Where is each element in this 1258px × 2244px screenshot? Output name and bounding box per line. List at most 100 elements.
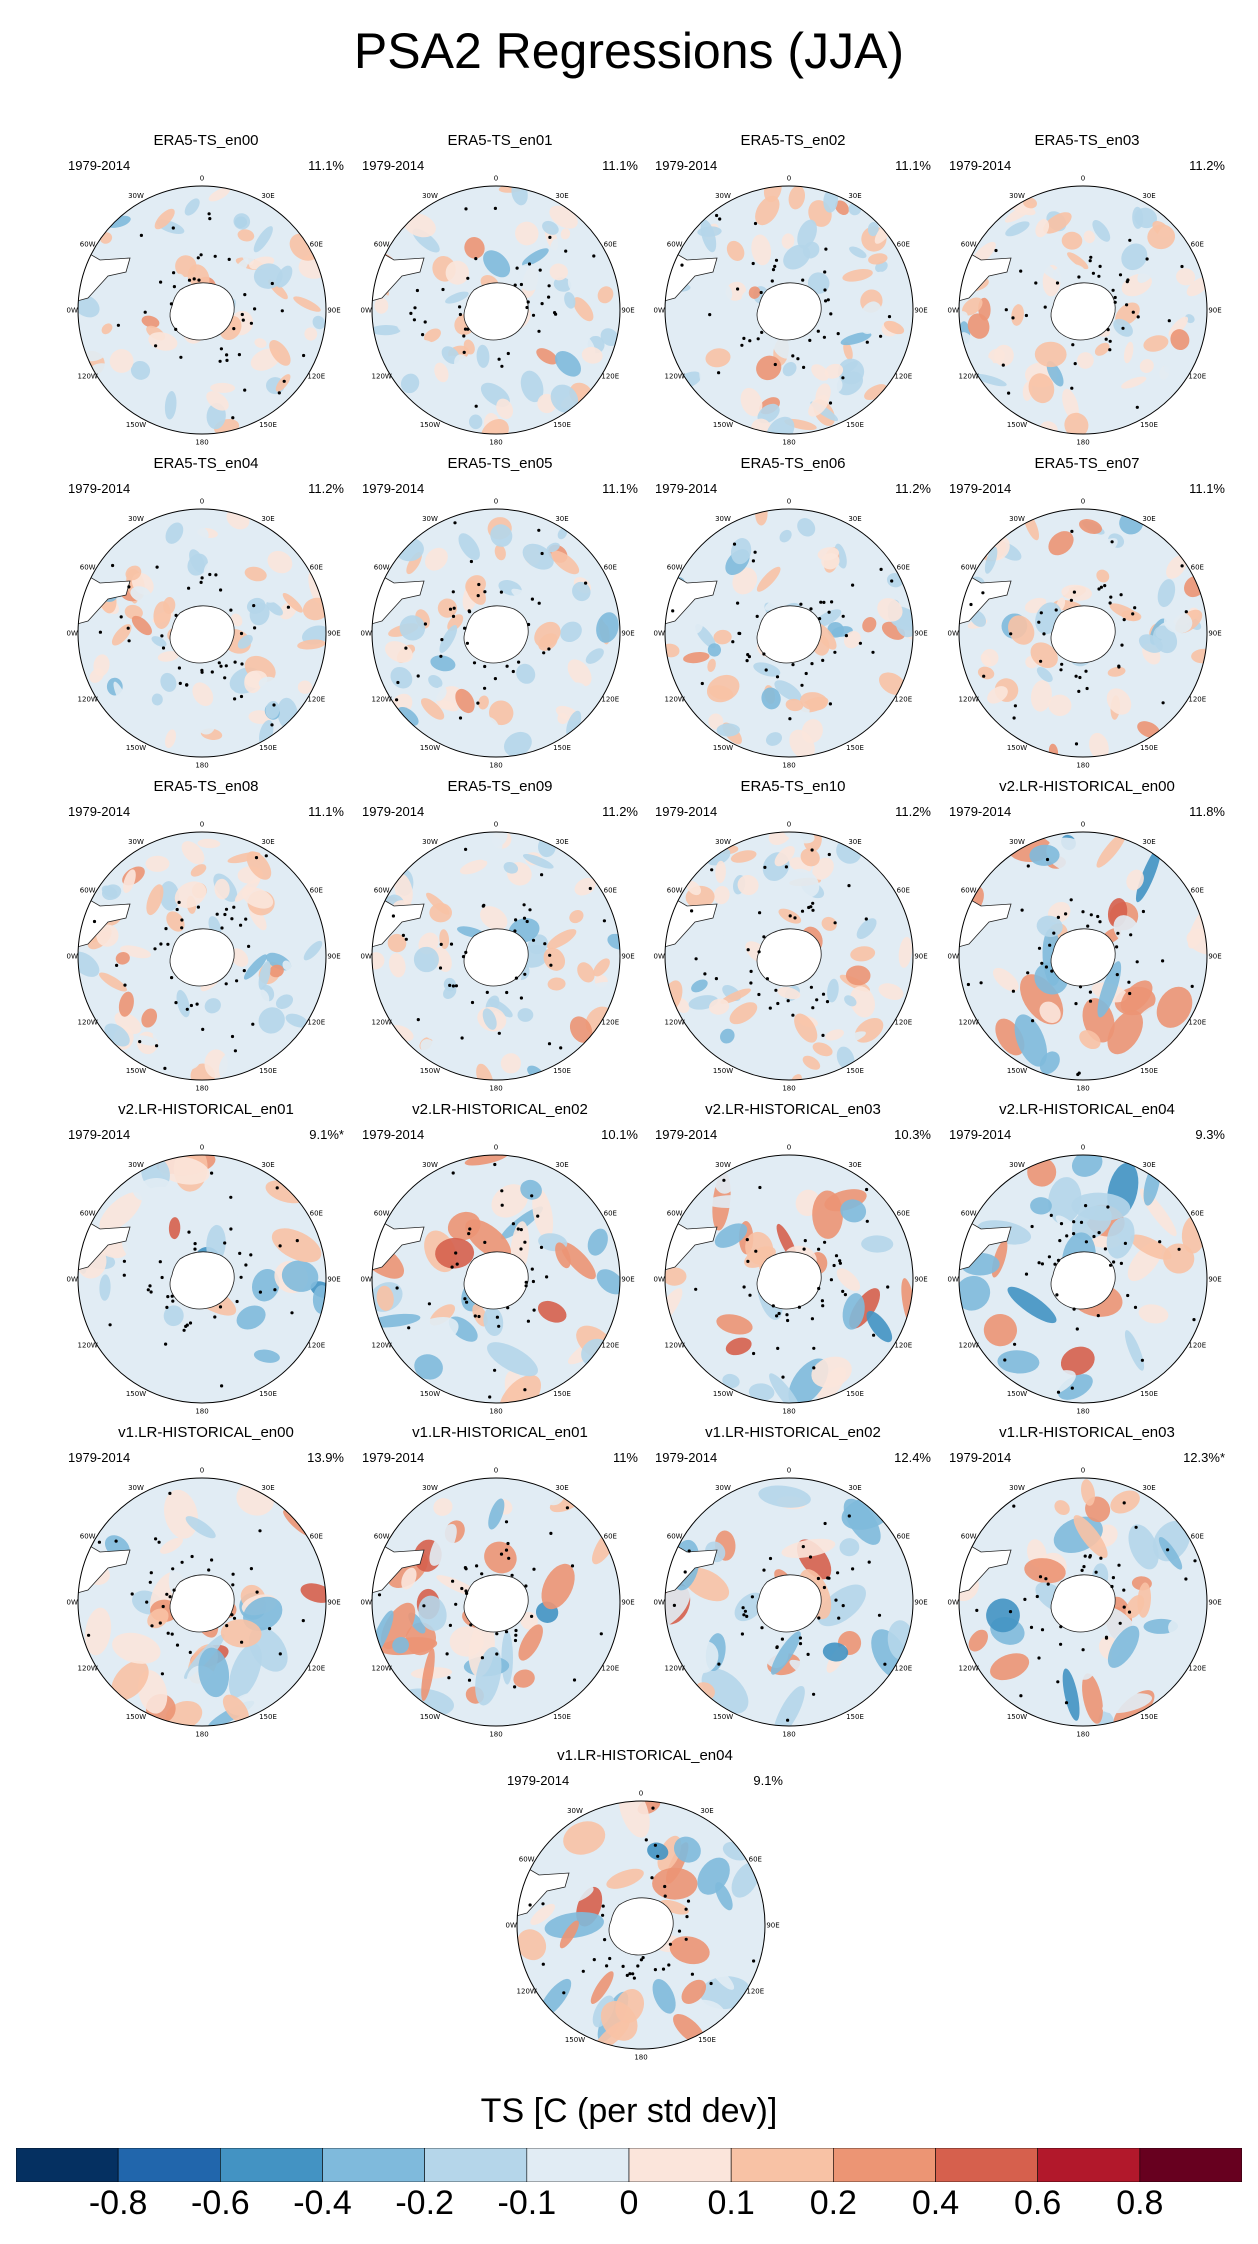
anomaly-patch bbox=[390, 666, 413, 689]
significance-dot bbox=[864, 917, 868, 921]
anomaly-patch bbox=[170, 350, 198, 372]
anomaly-patch bbox=[475, 1646, 502, 1706]
significance-dot bbox=[798, 1636, 802, 1640]
map-panel: v1.LR-HISTORICAL_en03 1979-2014 12.3%* 0 30E… bbox=[941, 1424, 1233, 1738]
figure-title: PSA2 Regressions (JJA) bbox=[353, 23, 905, 79]
anomaly-patch bbox=[253, 263, 283, 289]
significance-dot bbox=[232, 1616, 237, 1620]
significance-dot bbox=[632, 1976, 636, 1980]
longitude-label: 60E bbox=[1191, 1533, 1204, 1541]
longitude-label: 120E bbox=[1188, 373, 1206, 381]
anomaly-patch bbox=[581, 346, 603, 364]
anomaly-patch bbox=[553, 277, 572, 292]
longitude-label: 30W bbox=[1009, 1161, 1025, 1169]
significance-dot bbox=[1133, 606, 1137, 610]
significance-dot bbox=[1117, 1563, 1121, 1567]
anomaly-patch bbox=[983, 1313, 1017, 1347]
significance-dot bbox=[1076, 1072, 1080, 1077]
anomaly-patch bbox=[237, 634, 253, 649]
significance-dot bbox=[249, 1567, 253, 1571]
significance-dot bbox=[171, 226, 175, 230]
anomaly-patch bbox=[557, 527, 568, 540]
panel-variance-explained: 11.2% bbox=[895, 481, 931, 496]
significance-dot bbox=[832, 1263, 836, 1268]
anomaly-patch bbox=[864, 384, 888, 401]
significance-dot bbox=[1108, 339, 1112, 343]
anomaly-patch bbox=[839, 1538, 860, 1557]
significance-dot bbox=[601, 1904, 605, 1908]
anomaly-patch bbox=[1029, 844, 1060, 866]
significance-dot bbox=[196, 256, 200, 260]
anomaly-patch bbox=[987, 686, 1008, 704]
significance-dot bbox=[493, 677, 497, 681]
longitude-label: 0 bbox=[494, 821, 498, 829]
longitude-label: 90E bbox=[914, 1276, 927, 1284]
panel-period: 1979-2014 bbox=[362, 804, 425, 819]
significance-dot bbox=[749, 969, 753, 973]
anomaly-patch bbox=[710, 1965, 735, 1990]
significance-dot bbox=[836, 1571, 840, 1575]
longitude-label: 30W bbox=[1009, 838, 1025, 846]
significance-dot bbox=[493, 1368, 497, 1372]
anomaly-patch bbox=[1191, 648, 1207, 664]
longitude-label: 30W bbox=[715, 192, 731, 200]
anomaly-patch bbox=[761, 687, 781, 710]
significance-dot bbox=[240, 1640, 244, 1644]
panel-period: 1979-2014 bbox=[362, 158, 425, 173]
longitude-label: 150W bbox=[126, 421, 146, 429]
colorbar-segment bbox=[424, 2148, 528, 2182]
colorbar-segment bbox=[935, 2148, 1038, 2182]
colorbar-segment bbox=[628, 2148, 732, 2182]
significance-dot bbox=[87, 1633, 91, 1637]
longitude-label: 60W bbox=[80, 1533, 96, 1541]
significance-dot bbox=[672, 1603, 676, 1607]
significance-dot bbox=[174, 613, 178, 617]
significance-dot bbox=[1077, 275, 1081, 279]
significance-dot bbox=[195, 1002, 199, 1006]
significance-dot bbox=[581, 1969, 585, 1973]
longitude-label: 90E bbox=[621, 307, 634, 315]
significance-dot bbox=[230, 1034, 235, 1039]
significance-dot bbox=[668, 1942, 672, 1946]
longitude-label: 150E bbox=[846, 421, 864, 429]
longitude-label: 60W bbox=[961, 241, 977, 249]
significance-dot bbox=[215, 912, 219, 916]
significance-dot bbox=[149, 1571, 153, 1575]
anomaly-patch bbox=[437, 885, 451, 903]
significance-dot bbox=[687, 1549, 691, 1553]
significance-dot bbox=[170, 1294, 174, 1298]
anomaly-patch bbox=[800, 848, 820, 867]
anomaly-patch bbox=[488, 700, 514, 726]
anomaly-patch bbox=[878, 983, 904, 1000]
anomaly-patch bbox=[445, 291, 469, 304]
significance-dot bbox=[748, 339, 752, 343]
anomaly-patch bbox=[405, 1317, 459, 1350]
significance-dot bbox=[412, 318, 416, 322]
anomaly-patch bbox=[223, 689, 236, 700]
longitude-label: 60E bbox=[310, 1210, 323, 1218]
longitude-label: 120W bbox=[372, 1342, 392, 1350]
significance-dot bbox=[1070, 529, 1074, 533]
significance-dot bbox=[476, 701, 480, 705]
significance-dot bbox=[182, 1328, 186, 1332]
anomaly-patch bbox=[487, 1342, 538, 1377]
significance-dot bbox=[815, 998, 819, 1002]
longitude-label: 0 bbox=[200, 1144, 204, 1152]
anomaly-patch bbox=[303, 940, 323, 961]
anomaly-patch bbox=[1064, 412, 1089, 434]
panel-title: ERA5-TS_en10 bbox=[740, 778, 846, 795]
longitude-label: 90W bbox=[360, 1599, 372, 1607]
longitude-label: 150E bbox=[1140, 1390, 1158, 1398]
anomaly-patch bbox=[187, 553, 208, 576]
anomaly-patch bbox=[555, 576, 568, 587]
significance-dot bbox=[1075, 1327, 1079, 1331]
significance-dot bbox=[1094, 1570, 1098, 1574]
significance-dot bbox=[396, 680, 400, 685]
anomaly-patch bbox=[569, 1016, 593, 1043]
longitude-label: 30E bbox=[1142, 838, 1155, 846]
longitude-label: 180 bbox=[1076, 1731, 1089, 1739]
anomaly-patch bbox=[437, 598, 457, 618]
anomaly-patch bbox=[1115, 711, 1144, 735]
significance-dot bbox=[890, 579, 894, 583]
anomaly-patch bbox=[707, 658, 716, 672]
